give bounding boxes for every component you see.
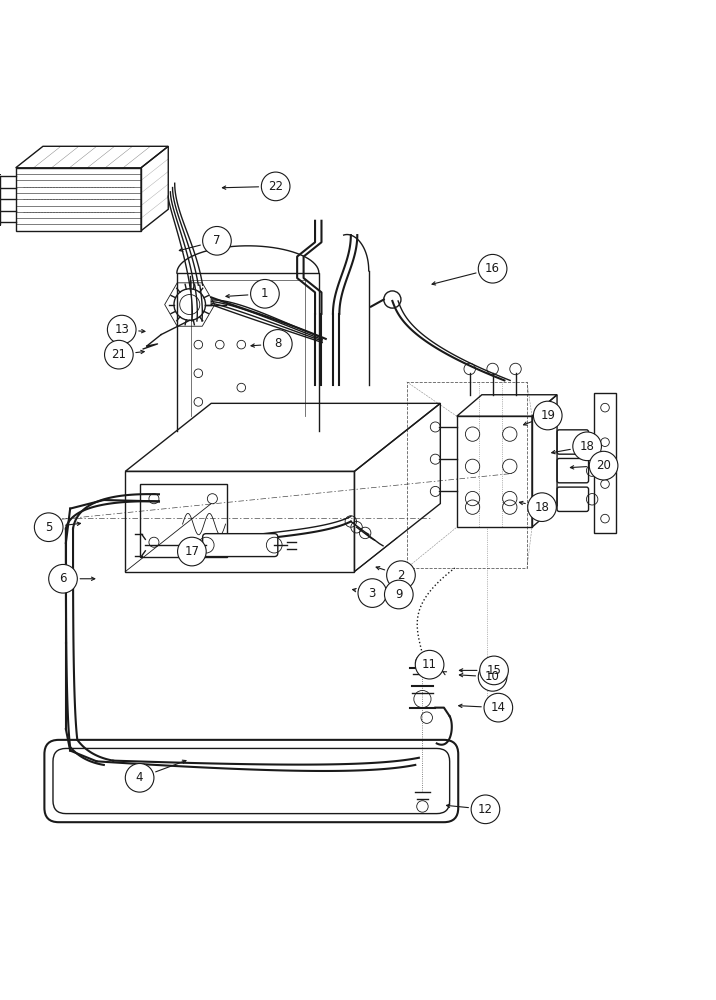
Circle shape — [384, 580, 413, 609]
Text: 16: 16 — [485, 262, 500, 275]
Circle shape — [589, 451, 618, 480]
Circle shape — [484, 693, 513, 722]
Text: 14: 14 — [491, 701, 505, 714]
Circle shape — [34, 513, 63, 542]
Text: 15: 15 — [487, 664, 501, 677]
Circle shape — [415, 650, 444, 679]
Text: 22: 22 — [268, 180, 283, 193]
Text: 11: 11 — [422, 658, 437, 671]
Text: 9: 9 — [395, 588, 402, 601]
Circle shape — [358, 579, 387, 607]
Text: 2: 2 — [397, 569, 405, 582]
Circle shape — [528, 493, 556, 521]
Circle shape — [107, 315, 136, 344]
Circle shape — [261, 172, 290, 201]
Text: 18: 18 — [535, 501, 549, 514]
Text: 18: 18 — [580, 440, 594, 453]
Circle shape — [478, 254, 507, 283]
Text: 5: 5 — [45, 521, 52, 534]
Circle shape — [49, 564, 77, 593]
Text: 13: 13 — [115, 323, 129, 336]
Text: 21: 21 — [112, 348, 126, 361]
Circle shape — [573, 432, 601, 461]
Text: 12: 12 — [478, 803, 493, 816]
Circle shape — [471, 795, 500, 824]
Text: 19: 19 — [541, 409, 555, 422]
Text: 10: 10 — [485, 670, 500, 683]
Text: 20: 20 — [596, 459, 611, 472]
Circle shape — [387, 561, 415, 589]
Circle shape — [480, 656, 508, 685]
Text: 1: 1 — [261, 287, 268, 300]
Circle shape — [251, 279, 279, 308]
Circle shape — [125, 763, 154, 792]
Text: 6: 6 — [59, 572, 67, 585]
Text: 3: 3 — [369, 587, 376, 600]
Text: 17: 17 — [185, 545, 199, 558]
FancyBboxPatch shape — [203, 534, 278, 557]
Circle shape — [105, 340, 133, 369]
Circle shape — [478, 663, 507, 691]
Circle shape — [203, 226, 231, 255]
Text: 7: 7 — [213, 234, 221, 247]
Text: 4: 4 — [136, 771, 143, 784]
Circle shape — [178, 537, 206, 566]
Circle shape — [263, 330, 292, 358]
Circle shape — [533, 401, 562, 430]
Text: 8: 8 — [274, 337, 281, 350]
